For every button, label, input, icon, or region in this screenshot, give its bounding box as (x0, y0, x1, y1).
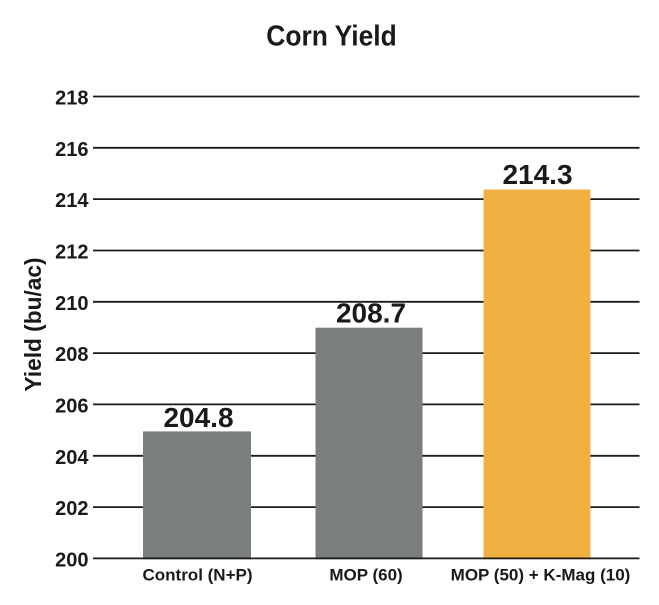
svg-text:218: 218 (55, 88, 88, 110)
svg-text:210: 210 (55, 293, 88, 315)
svg-text:206: 206 (55, 395, 88, 417)
svg-text:208: 208 (55, 344, 88, 366)
svg-text:214.3: 214.3 (502, 159, 572, 190)
svg-text:Control (N+P): Control (N+P) (142, 566, 252, 585)
svg-text:202: 202 (55, 498, 88, 520)
svg-text:204.8: 204.8 (163, 402, 233, 433)
svg-text:200: 200 (55, 549, 88, 571)
svg-text:214: 214 (55, 190, 89, 212)
svg-text:MOP (60): MOP (60) (329, 566, 402, 585)
svg-text:Corn Yield: Corn Yield (266, 19, 396, 51)
svg-text:Yield (bu/ac): Yield (bu/ac) (20, 257, 46, 391)
svg-text:208.7: 208.7 (336, 298, 406, 329)
svg-text:212: 212 (55, 242, 88, 264)
svg-text:204: 204 (55, 447, 89, 469)
svg-text:216: 216 (55, 139, 88, 161)
svg-text:MOP (50) + K-Mag (10): MOP (50) + K-Mag (10) (451, 566, 631, 585)
